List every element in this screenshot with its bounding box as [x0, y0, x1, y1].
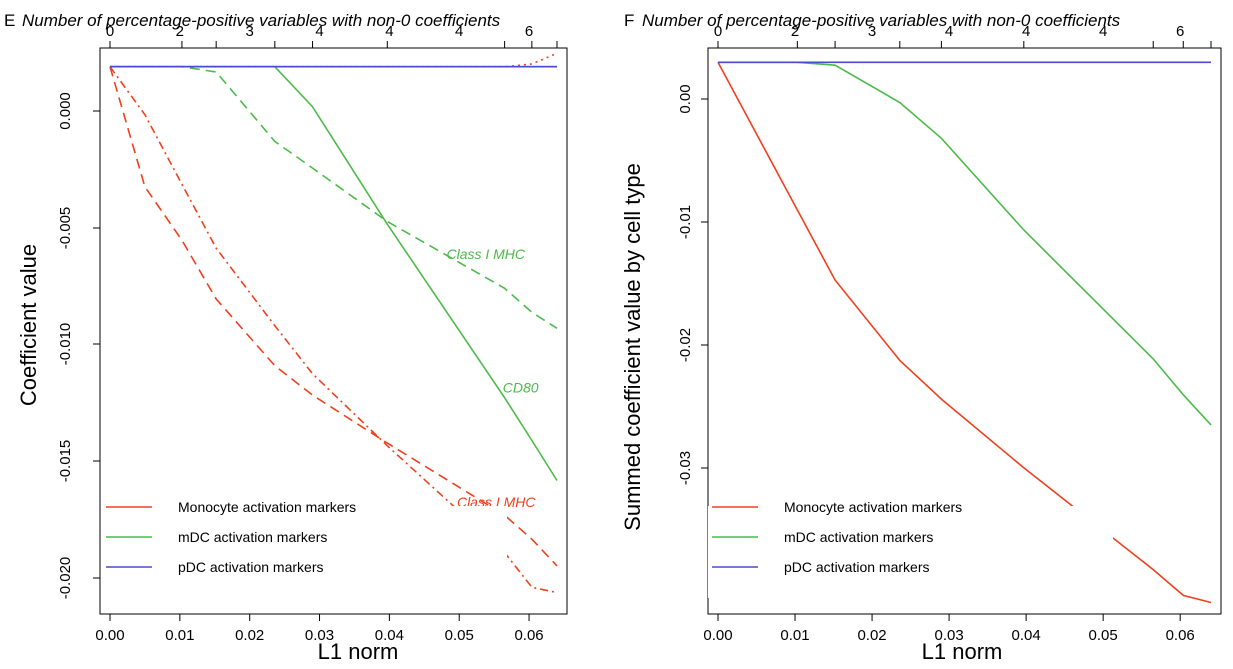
x-tick-label: 0.06 — [514, 627, 543, 644]
x-axis-title: L1 norm — [922, 639, 1003, 664]
series-line — [717, 61, 1212, 604]
x-tick-label: 0.04 — [1012, 627, 1041, 644]
series-line — [110, 65, 558, 481]
panel-top-title: Number of percentage-positive variables … — [642, 11, 1121, 30]
legend-label: Monocyte activation markers — [784, 499, 962, 515]
x-tick-label: 0.00 — [95, 627, 124, 644]
y-axis-title: Summed coefficient value by cell type — [620, 163, 645, 531]
series-line — [109, 66, 558, 594]
top-tick-label: 0 — [106, 23, 114, 40]
x-axis-title: L1 norm — [318, 639, 399, 664]
x-tick-label: 0.01 — [780, 627, 809, 644]
x-tick-label: 0.02 — [857, 627, 886, 644]
x-tick-label: 0.00 — [703, 627, 732, 644]
x-tick-label: 0.02 — [235, 627, 264, 644]
tick-layer: 0.00 0.01 0.02 0.03 0.04 0.05 0.06 0 2 3 4 4 4 6 0.00 -… — [677, 23, 1222, 644]
top-tick-label: 2 — [176, 23, 184, 40]
y-tick-label: -0.02 — [677, 328, 694, 362]
top-tick-label: 4 — [945, 23, 953, 40]
y-tick-label: 0.000 — [57, 92, 74, 130]
plot-frame — [707, 47, 1222, 615]
y-tick-label: -0.020 — [57, 557, 74, 600]
x-tick-label: 0.01 — [165, 627, 194, 644]
legend-label: pDC activation markers — [784, 559, 930, 575]
panel-e: E Number of percentage-positive variable… — [4, 11, 568, 664]
series-layer — [717, 61, 1212, 604]
legend-label: pDC activation markers — [178, 559, 324, 575]
panel-letter: E — [4, 11, 15, 30]
y-tick-label: -0.005 — [57, 207, 74, 250]
legend-label: mDC activation markers — [784, 529, 933, 545]
top-tick-label: 6 — [1176, 23, 1184, 40]
panel-top-title: Number of percentage-positive variables … — [22, 11, 501, 30]
series-line — [718, 61, 1212, 426]
x-tick-label: 0.05 — [445, 627, 474, 644]
top-tick-label: 0 — [714, 23, 722, 40]
y-tick-label: -0.010 — [57, 323, 74, 366]
top-tick-label: 3 — [246, 23, 254, 40]
top-tick-label: 4 — [1022, 23, 1030, 40]
y-tick-label: -0.03 — [677, 451, 694, 485]
legend-box — [102, 506, 507, 598]
y-axis-title: Coefficient value — [16, 244, 41, 406]
top-tick-label: 6 — [525, 23, 533, 40]
plot-frame — [99, 47, 568, 615]
series-layer — [109, 52, 558, 594]
series-line — [110, 52, 558, 68]
top-tick-label: 4 — [315, 23, 323, 40]
series-line — [109, 66, 558, 567]
tick-layer: 0.00 0.01 0.02 0.03 0.04 0.05 0.06 0 2 3 4 4 4 6 0.000… — [57, 23, 568, 644]
top-tick-label: 3 — [868, 23, 876, 40]
series-line — [110, 65, 558, 329]
x-tick-label: 0.04 — [375, 627, 404, 644]
x-tick-label: 0.06 — [1166, 627, 1195, 644]
series-annotation: Class I MHC — [446, 246, 525, 262]
legend-label: Monocyte activation markers — [178, 499, 356, 515]
legend: Monocyte activation markers mDC activatio… — [708, 499, 1113, 598]
x-tick-label: 0.03 — [934, 627, 963, 644]
panel-letter: F — [624, 11, 634, 30]
panel-f: F Number of percentage-positive variable… — [620, 11, 1222, 664]
series-annotation: CD80 — [503, 379, 539, 395]
legend: Monocyte activation markers mDC activatio… — [102, 499, 507, 598]
x-tick-label: 0.05 — [1089, 627, 1118, 644]
legend-label: mDC activation markers — [178, 529, 327, 545]
y-tick-label: -0.015 — [57, 440, 74, 483]
top-tick-label: 4 — [455, 23, 463, 40]
top-tick-label: 2 — [791, 23, 799, 40]
top-tick-label: 4 — [385, 23, 393, 40]
y-tick-label: 0.00 — [677, 84, 694, 113]
top-tick-label: 4 — [1099, 23, 1107, 40]
y-tick-label: -0.01 — [677, 205, 694, 239]
x-tick-label: 0.03 — [305, 627, 334, 644]
legend-box — [708, 506, 1113, 598]
